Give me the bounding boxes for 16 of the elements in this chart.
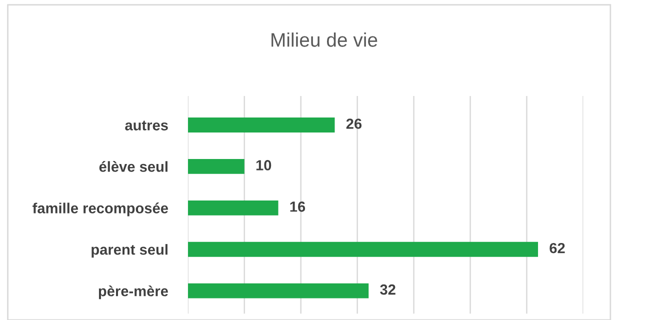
bar: [188, 200, 278, 216]
y-tick-label: famille recomposée: [32, 202, 168, 216]
y-tick-label: parent seul: [92, 244, 168, 258]
chart-title: Milieu de vie: [272, 32, 378, 47]
data-label: 26: [346, 118, 362, 129]
data-label: 16: [290, 201, 306, 212]
bar: [188, 159, 244, 174]
bar: [188, 118, 335, 132]
y-tick-label: père-mère: [98, 285, 168, 300]
bar: [188, 242, 538, 257]
y-tick-label: élève seul: [99, 161, 168, 172]
y-tick-label: autres: [125, 120, 168, 130]
data-label: 62: [550, 242, 565, 254]
bar: [188, 283, 369, 298]
data-label: 32: [380, 284, 396, 295]
data-label: 10: [256, 160, 272, 170]
